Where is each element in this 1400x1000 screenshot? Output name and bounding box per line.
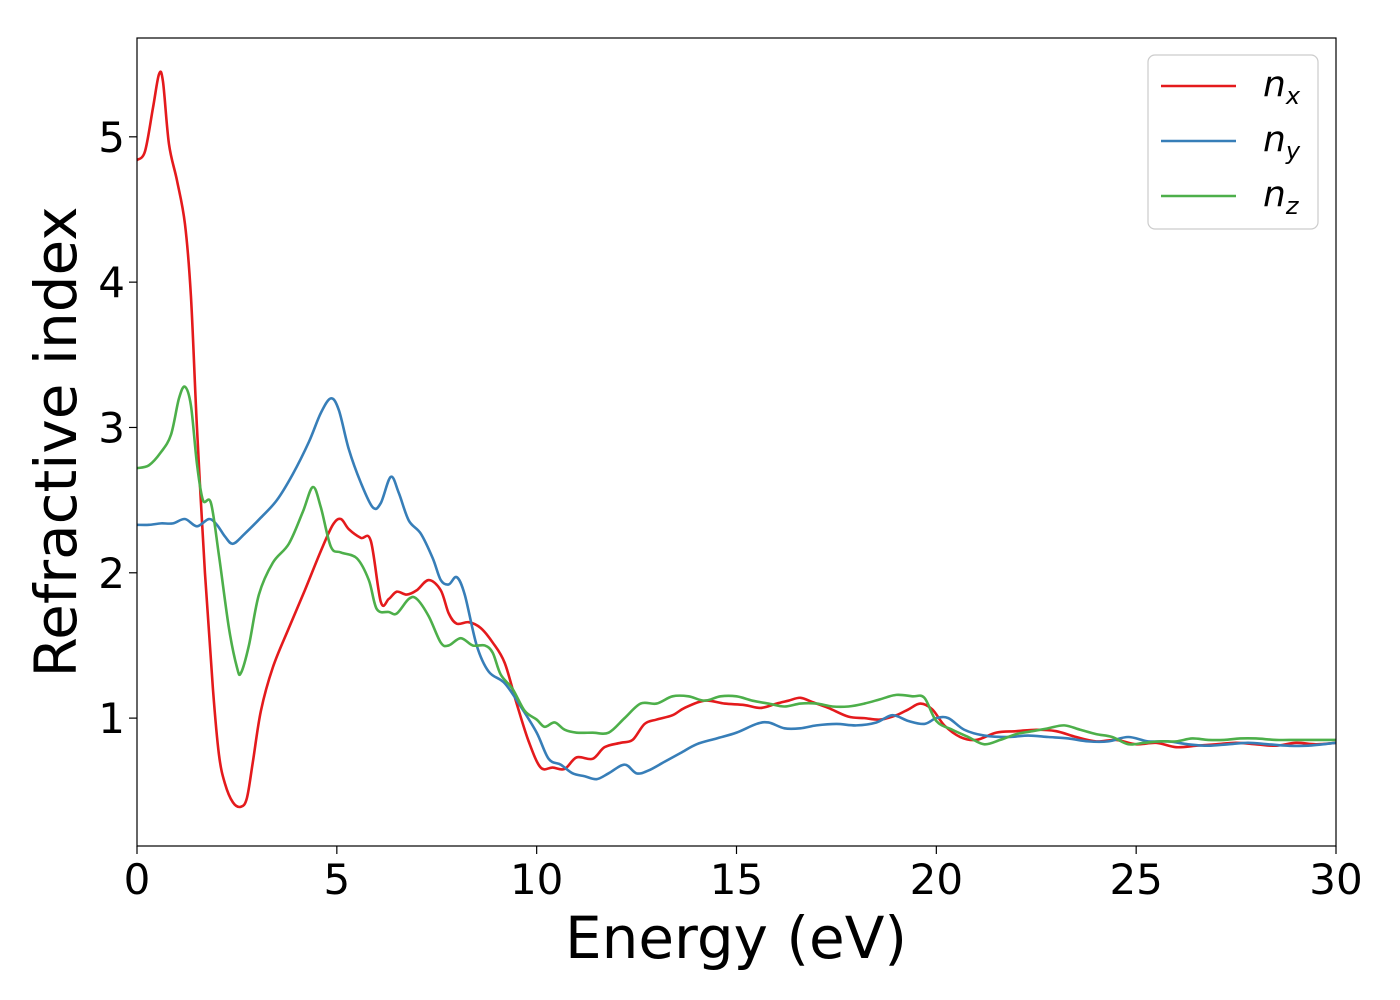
y-tick-label: 1 [98, 694, 125, 743]
x-tick-label: 25 [1109, 855, 1162, 904]
x-tick-label: 20 [910, 855, 963, 904]
legend-label: nz [1263, 174, 1300, 220]
y-axis-title: Refractive index [22, 206, 90, 677]
y-tick-label: 4 [98, 258, 125, 307]
x-tick-label: 15 [710, 855, 763, 904]
x-tick-label: 10 [510, 855, 563, 904]
x-axis-title: Energy (eV) [565, 904, 907, 972]
series-line-n-y [137, 397, 1336, 781]
series-line-n-z [137, 385, 1336, 746]
x-tick-label: 5 [323, 855, 350, 904]
y-tick-label: 5 [98, 113, 125, 162]
x-tick-label: 0 [124, 855, 151, 904]
legend-label: ny [1263, 119, 1301, 165]
y-axis-ticks: 1 2 3 4 5 [98, 113, 137, 743]
legend: nx ny nz [1147, 54, 1319, 230]
series-layer [137, 70, 1336, 809]
y-tick-label: 3 [98, 403, 125, 452]
y-tick-label: 2 [98, 549, 125, 598]
x-tick-label: 30 [1309, 855, 1362, 904]
x-axis-ticks: 0 5 10 15 20 25 30 [124, 846, 1363, 904]
legend-label: nx [1263, 64, 1301, 110]
series-line-n-x [137, 70, 1336, 809]
